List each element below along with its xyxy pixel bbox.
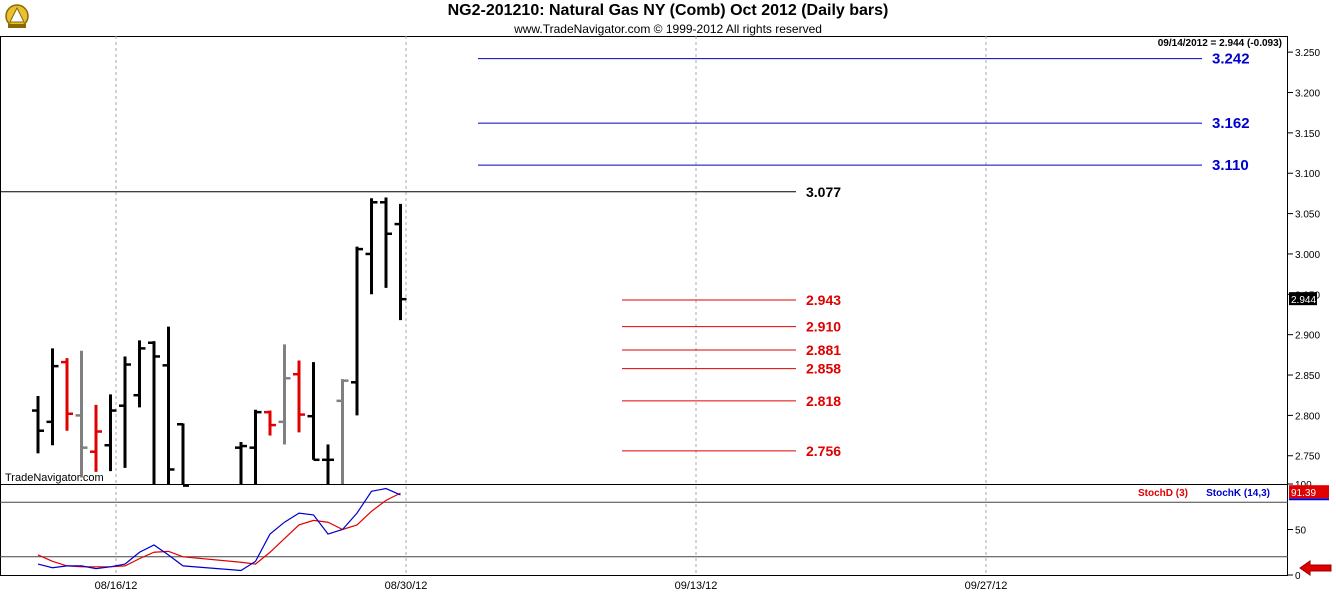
- level-label: 2.910: [806, 319, 841, 335]
- ohlc-bar: [322, 444, 334, 484]
- price-tick-label: 3.150: [1295, 129, 1320, 140]
- chart-title: NG2-201210: Natural Gas NY (Comb) Oct 20…: [447, 2, 889, 19]
- stochastic-panel: 100500StochD (3)StochK (14,3)91.39: [0, 480, 1329, 582]
- date-tick-label: 09/27/12: [965, 580, 1008, 592]
- stochD-line: [37, 492, 401, 568]
- ohlc-bar: [293, 360, 305, 433]
- tradenavigator-logo-icon: [2, 2, 32, 32]
- stoch-tick-label: 0: [1295, 571, 1301, 582]
- price-axis: 3.2503.2003.1503.1003.0503.0002.9502.900…: [1288, 48, 1320, 463]
- ohlc-bar: [46, 348, 59, 446]
- last-quote-label: 09/14/2012 = 2.944 (-0.093): [1158, 38, 1282, 49]
- date-tick-label: 09/13/12: [675, 580, 718, 592]
- ohlc-bar: [351, 246, 363, 416]
- last-price-tag-box: [1289, 292, 1317, 306]
- legend-stochK: StochK (14,3): [1206, 488, 1270, 499]
- date-tick-label: 08/16/12: [95, 580, 138, 592]
- ohlc-bar: [177, 423, 189, 487]
- level-label: 2.858: [806, 361, 841, 377]
- ohlc-bar: [61, 358, 73, 431]
- ohlc-bar: [75, 350, 88, 478]
- legend-stochD: StochD (3): [1138, 488, 1188, 499]
- ohlc-bar: [162, 326, 175, 484]
- level-label: 3.110: [1212, 157, 1249, 174]
- level-label: 2.881: [806, 342, 841, 358]
- copyright-text: www.TradeNavigator.com © 1999-2012 All r…: [514, 22, 822, 36]
- level-label: 3.242: [1212, 51, 1250, 68]
- watermark-text: TradeNavigator.com: [5, 472, 104, 484]
- ohlc-bar: [119, 356, 131, 468]
- ohlc-bar: [235, 442, 247, 484]
- price-tick-label: 2.750: [1295, 452, 1320, 463]
- last-price-tag: 2.944: [1291, 295, 1316, 306]
- date-tick-label: 08/30/12: [385, 580, 428, 592]
- level-label: 3.077: [806, 184, 841, 200]
- price-tick-label: 2.800: [1295, 411, 1320, 422]
- ohlc-bar: [264, 410, 276, 436]
- price-tick-label: 3.050: [1295, 210, 1320, 221]
- price-tick-label: 2.900: [1295, 331, 1320, 342]
- chart-grid: [0, 36, 1288, 576]
- price-levels: 3.242 3.162 3.110 3.077 2.943 2.910 2.881 2.858…: [0, 51, 1250, 459]
- ohlc-bar: [90, 404, 102, 472]
- price-tick-label: 2.850: [1295, 371, 1320, 382]
- level-label: 2.756: [806, 443, 841, 459]
- stoch-tag-box: [1289, 485, 1329, 499]
- plot-frame: [0, 36, 1288, 576]
- stoch-value-tag: 91.39: [1291, 488, 1316, 499]
- ohlc-bar: [336, 379, 349, 484]
- price-tick-label: 3.250: [1295, 48, 1320, 59]
- scroll-left-arrow-icon[interactable]: [1298, 560, 1334, 576]
- level-label: 3.162: [1212, 115, 1250, 132]
- stochK-line: [37, 487, 401, 572]
- ohlc-bar: [394, 203, 407, 321]
- ohlc-bar: [307, 362, 320, 462]
- ohlc-bars: [32, 197, 407, 487]
- ohlc-bar: [365, 198, 378, 295]
- date-axis: 08/16/12 08/30/12 09/13/12 09/27/12: [95, 580, 1008, 592]
- ohlc-bar: [249, 409, 262, 484]
- ohlc-bar: [32, 396, 44, 454]
- ohlc-bar: [278, 344, 291, 445]
- price-tick-label: 3.100: [1295, 169, 1320, 180]
- level-label: 2.943: [806, 292, 841, 308]
- ohlc-bar: [104, 394, 117, 472]
- price-tick-label: 3.200: [1295, 89, 1320, 100]
- price-tick-label: 3.000: [1295, 250, 1320, 261]
- ohlc-bar: [380, 197, 392, 288]
- ohlc-bar: [148, 341, 160, 484]
- stoch-tick-label: 50: [1295, 526, 1307, 537]
- level-label: 2.818: [806, 393, 841, 409]
- ohlc-bar: [133, 340, 146, 408]
